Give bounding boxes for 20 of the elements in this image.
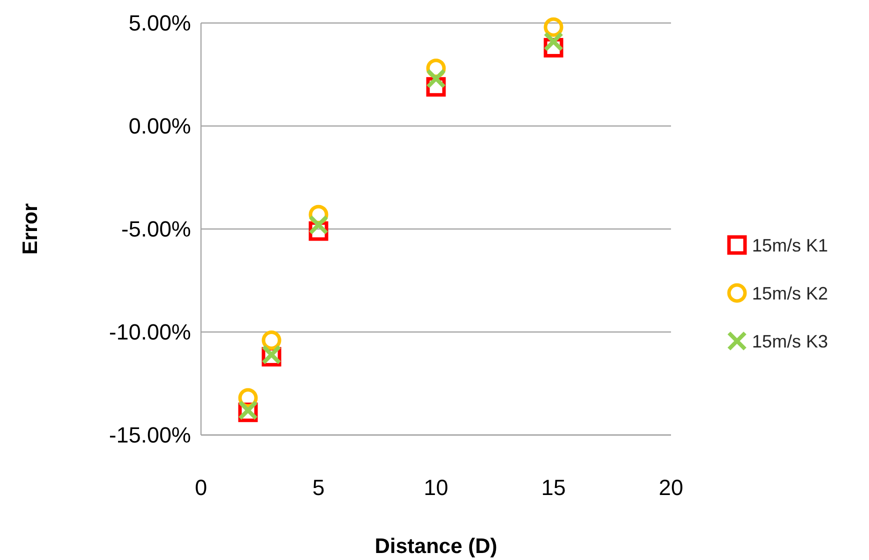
x-tick-label: 20 bbox=[658, 475, 684, 500]
legend-label: 15m/s K1 bbox=[752, 235, 828, 256]
y-tick-label: 0.00% bbox=[128, 114, 191, 139]
point bbox=[544, 17, 564, 37]
y-tick-label: -5.00% bbox=[121, 216, 191, 242]
legend-label: 15m/s K2 bbox=[752, 283, 828, 304]
x-tick-label: 10 bbox=[424, 475, 448, 500]
x-tick-label: 0 bbox=[194, 475, 208, 500]
point bbox=[308, 214, 328, 235]
y-axis-title: Error bbox=[19, 203, 42, 255]
point bbox=[544, 32, 564, 52]
y-tick-label: -10.00% bbox=[109, 320, 191, 345]
point bbox=[426, 68, 446, 89]
y-tick-label: 5.00% bbox=[128, 10, 191, 36]
point bbox=[262, 330, 282, 350]
legend-label: 15m/s K3 bbox=[752, 331, 828, 352]
x-tick-label: 5 bbox=[312, 475, 325, 500]
y-tick-label: -15.00% bbox=[109, 422, 191, 448]
x-axis-title: Distance (D) bbox=[374, 535, 498, 558]
x-tick-label: 15 bbox=[541, 475, 566, 500]
